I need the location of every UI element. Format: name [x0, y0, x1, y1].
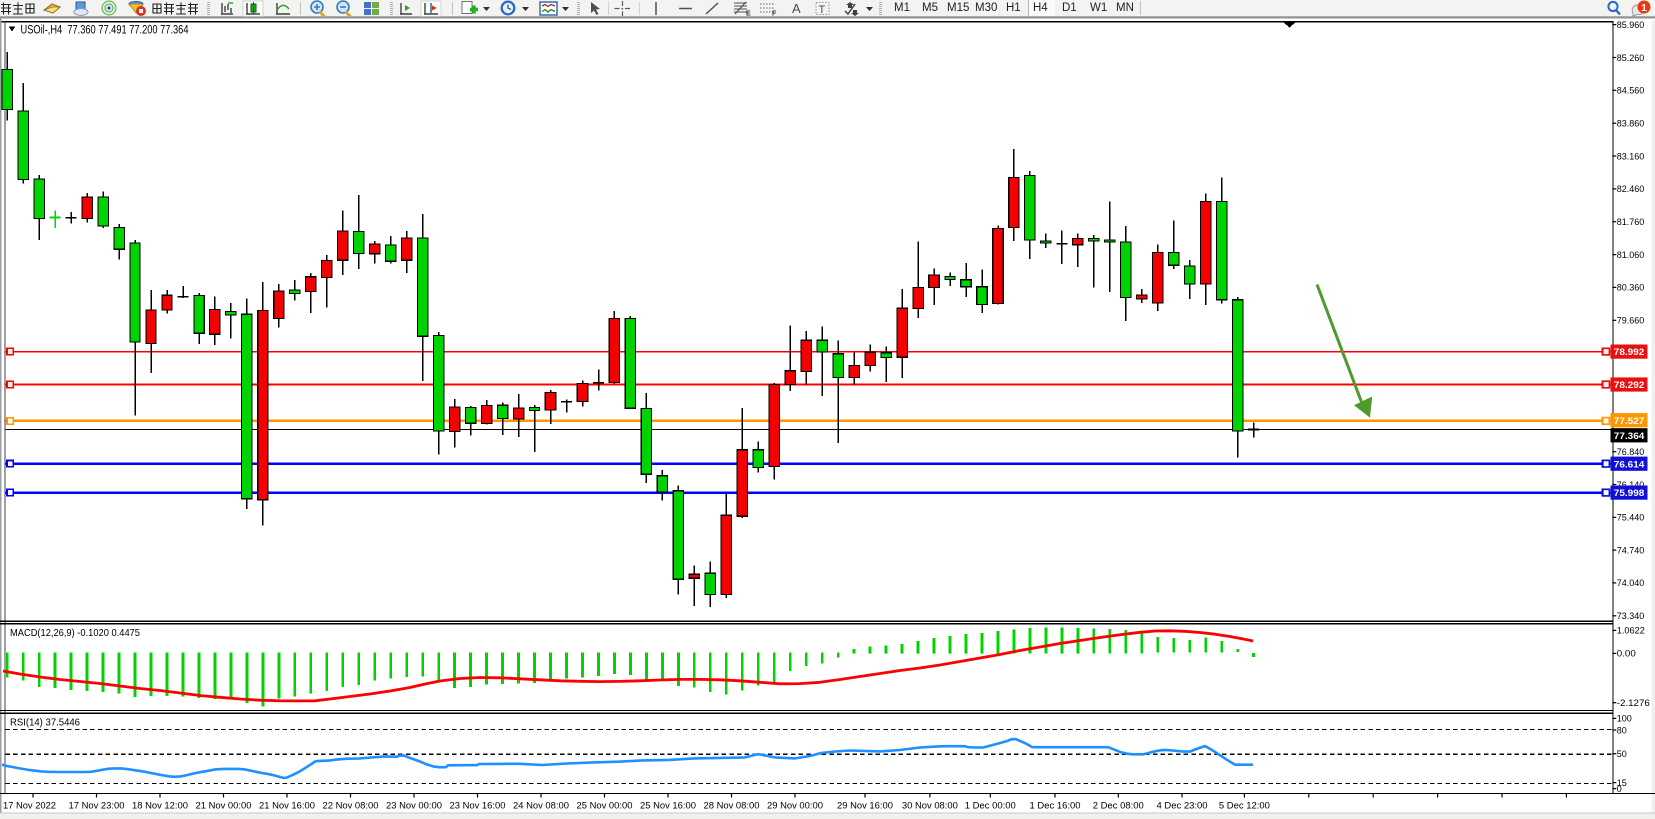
- svg-text:21 Nov 16:00: 21 Nov 16:00: [259, 800, 315, 811]
- svg-text:76.840: 76.840: [1617, 446, 1645, 457]
- svg-text:84.560: 84.560: [1617, 85, 1645, 96]
- svg-text:50: 50: [1617, 748, 1627, 759]
- svg-text:A: A: [792, 1, 801, 16]
- svg-text:23 Nov 00:00: 23 Nov 00:00: [386, 800, 442, 811]
- svg-text:18 Nov 12:00: 18 Nov 12:00: [132, 800, 188, 811]
- svg-text:85.260: 85.260: [1617, 52, 1645, 63]
- svg-text:81.060: 81.060: [1617, 249, 1645, 260]
- svg-text:75.440: 75.440: [1617, 512, 1645, 523]
- svg-text:78.992: 78.992: [1614, 346, 1645, 357]
- svg-text:80.360: 80.360: [1617, 282, 1645, 293]
- svg-text:23 Nov 16:00: 23 Nov 16:00: [450, 800, 506, 811]
- svg-text:17 Nov 2022: 17 Nov 2022: [3, 800, 56, 811]
- svg-text:80: 80: [1617, 724, 1627, 735]
- svg-text:1 Dec 16:00: 1 Dec 16:00: [1030, 800, 1081, 811]
- svg-text:77.527: 77.527: [1614, 415, 1645, 426]
- svg-text:F: F: [772, 11, 777, 18]
- svg-text:15: 15: [1617, 777, 1627, 788]
- svg-text:74.040: 74.040: [1617, 577, 1645, 588]
- svg-text:1.0622: 1.0622: [1617, 625, 1645, 636]
- svg-text:83.860: 83.860: [1617, 118, 1645, 129]
- svg-text:4 Dec 23:00: 4 Dec 23:00: [1157, 800, 1208, 811]
- svg-text:29 Nov 00:00: 29 Nov 00:00: [767, 800, 823, 811]
- svg-text:83.160: 83.160: [1617, 150, 1645, 161]
- svg-text:76.614: 76.614: [1614, 458, 1645, 469]
- svg-text:30 Nov 08:00: 30 Nov 08:00: [902, 800, 958, 811]
- svg-text:82.460: 82.460: [1617, 183, 1645, 194]
- svg-text:21 Nov 00:00: 21 Nov 00:00: [196, 800, 252, 811]
- svg-text:E: E: [746, 11, 751, 18]
- svg-text:73.340: 73.340: [1617, 610, 1645, 621]
- svg-text:2 Dec 08:00: 2 Dec 08:00: [1093, 800, 1144, 811]
- svg-text:USOil-,H4 77.360 77.491 77.20: USOil-,H4 77.360 77.491 77.200 77.364: [21, 25, 189, 37]
- svg-text:79.660: 79.660: [1617, 315, 1645, 326]
- svg-text:T: T: [819, 4, 826, 16]
- svg-text:24 Nov 08:00: 24 Nov 08:00: [513, 800, 569, 811]
- svg-text:22 Nov 08:00: 22 Nov 08:00: [323, 800, 379, 811]
- svg-text:100: 100: [1617, 713, 1632, 724]
- svg-text:25 Nov 16:00: 25 Nov 16:00: [640, 800, 696, 811]
- svg-text:76.140: 76.140: [1617, 479, 1645, 490]
- svg-text:81.760: 81.760: [1617, 216, 1645, 227]
- svg-text:77.364: 77.364: [1614, 430, 1645, 441]
- svg-text:75.998: 75.998: [1614, 487, 1645, 498]
- svg-text:78.292: 78.292: [1614, 379, 1645, 390]
- svg-text:1: 1: [1641, 2, 1647, 14]
- svg-text:5 Dec 12:00: 5 Dec 12:00: [1219, 800, 1270, 811]
- svg-text:MACD(12,26,9) -0.1020 0.4475: MACD(12,26,9) -0.1020 0.4475: [10, 627, 140, 639]
- svg-text:0.00: 0.00: [1617, 648, 1636, 659]
- svg-text:17 Nov 23:00: 17 Nov 23:00: [69, 800, 125, 811]
- svg-text:74.740: 74.740: [1617, 544, 1645, 555]
- svg-text:85.960: 85.960: [1617, 19, 1645, 30]
- svg-text:-2.1276: -2.1276: [1617, 697, 1650, 708]
- svg-text:RSI(14) 37.5446: RSI(14) 37.5446: [10, 717, 80, 729]
- svg-text:25 Nov 00:00: 25 Nov 00:00: [577, 800, 633, 811]
- svg-text:29 Nov 16:00: 29 Nov 16:00: [837, 800, 893, 811]
- svg-text:1 Dec 00:00: 1 Dec 00:00: [965, 800, 1016, 811]
- svg-text:28 Nov 08:00: 28 Nov 08:00: [704, 800, 760, 811]
- svg-text:0: 0: [1617, 783, 1622, 794]
